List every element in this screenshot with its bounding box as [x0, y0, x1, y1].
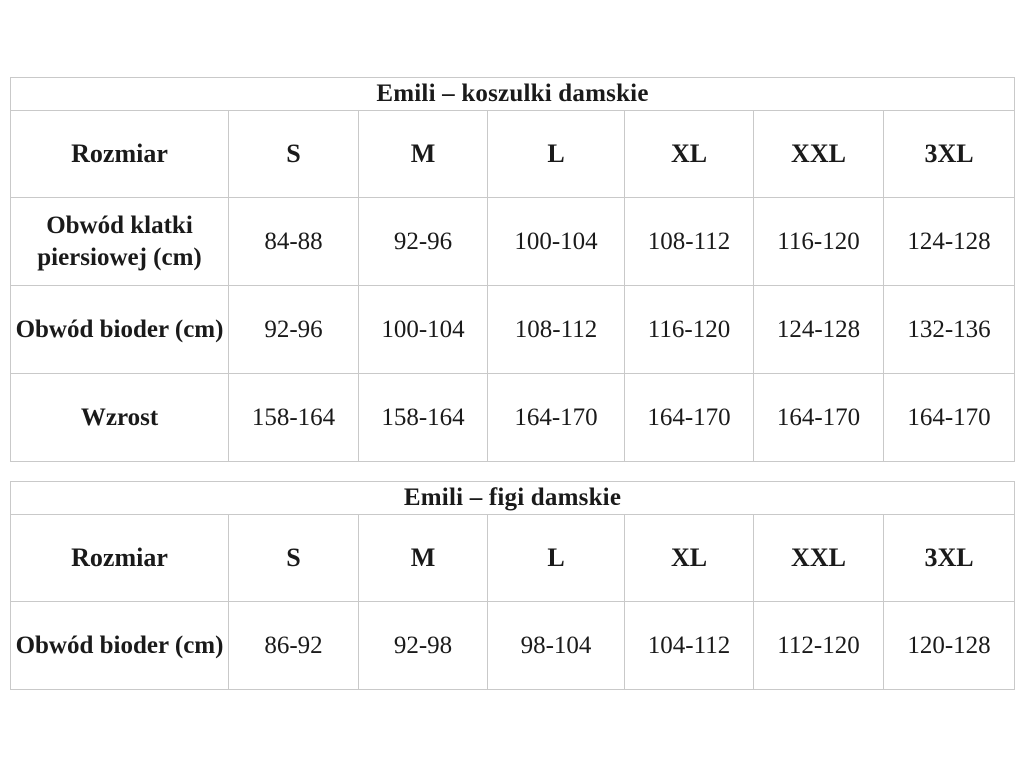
cell-height-m: 158-164: [358, 373, 488, 462]
cell-height-xl: 164-170: [624, 373, 754, 462]
row-label-hips: Obwód bioder (cm): [10, 285, 229, 374]
header-cell-size-3xl: 3XL: [882, 514, 1016, 602]
header-cell-size-xl: XL: [624, 514, 754, 602]
cell-hips-s: 92-96: [228, 285, 359, 374]
header-cell-size-m: M: [358, 110, 488, 198]
cell-chest-xxl: 116-120: [753, 197, 884, 286]
cell-hips-s: 86-92: [228, 601, 359, 690]
header-cell-size-s: S: [228, 110, 359, 198]
cell-hips-xl: 116-120: [624, 285, 754, 374]
header-cell-size-xxl: XXL: [753, 514, 884, 602]
table-row: Wzrost 158-164 158-164 164-170 164-170 1…: [10, 373, 1016, 462]
table-title: Emili – figi damskie: [9, 481, 1016, 515]
cell-hips-xxl: 124-128: [753, 285, 884, 374]
cell-hips-m: 92-98: [358, 601, 488, 690]
header-cell-rozmiar: Rozmiar: [10, 110, 229, 198]
table-row: Obwód klatki piersiowej (cm) 84-88 92-96…: [10, 197, 1016, 286]
table-title: Emili – koszulki damskie: [9, 77, 1016, 111]
table-row: Obwód bioder (cm) 86-92 92-98 98-104 104…: [10, 601, 1016, 690]
cell-chest-s: 84-88: [228, 197, 359, 286]
size-chart-table-figi: Emili – figi damskie Rozmiar S M L XL XX…: [9, 481, 1016, 690]
table-header-row: Rozmiar S M L XL XXL 3XL: [10, 110, 1016, 198]
table-title-row: Emili – koszulki damskie: [9, 77, 1016, 111]
cell-hips-3xl: 120-128: [882, 601, 1016, 690]
row-label-height: Wzrost: [10, 373, 229, 462]
cell-chest-m: 92-96: [358, 197, 488, 286]
cell-hips-l: 98-104: [487, 601, 625, 690]
header-cell-size-3xl: 3XL: [882, 110, 1016, 198]
table-row: Obwód bioder (cm) 92-96 100-104 108-112 …: [10, 285, 1016, 374]
size-chart-table-koszulki: Emili – koszulki damskie Rozmiar S M L X…: [9, 77, 1016, 462]
row-label-hips: Obwód bioder (cm): [10, 601, 229, 690]
header-cell-size-l: L: [487, 110, 625, 198]
cell-height-l: 164-170: [487, 373, 625, 462]
cell-height-3xl: 164-170: [882, 373, 1016, 462]
header-cell-size-m: M: [358, 514, 488, 602]
cell-chest-l: 100-104: [487, 197, 625, 286]
header-cell-size-s: S: [228, 514, 359, 602]
table-title-row: Emili – figi damskie: [9, 481, 1016, 515]
cell-chest-xl: 108-112: [624, 197, 754, 286]
header-cell-rozmiar: Rozmiar: [10, 514, 229, 602]
cell-hips-l: 108-112: [487, 285, 625, 374]
header-cell-size-l: L: [487, 514, 625, 602]
cell-hips-xxl: 112-120: [753, 601, 884, 690]
cell-hips-3xl: 132-136: [882, 285, 1016, 374]
table-header-row: Rozmiar S M L XL XXL 3XL: [10, 514, 1016, 602]
cell-chest-3xl: 124-128: [882, 197, 1016, 286]
header-cell-size-xl: XL: [624, 110, 754, 198]
cell-height-xxl: 164-170: [753, 373, 884, 462]
cell-hips-xl: 104-112: [624, 601, 754, 690]
row-label-chest: Obwód klatki piersiowej (cm): [10, 197, 229, 286]
cell-height-s: 158-164: [228, 373, 359, 462]
header-cell-size-xxl: XXL: [753, 110, 884, 198]
cell-hips-m: 100-104: [358, 285, 488, 374]
